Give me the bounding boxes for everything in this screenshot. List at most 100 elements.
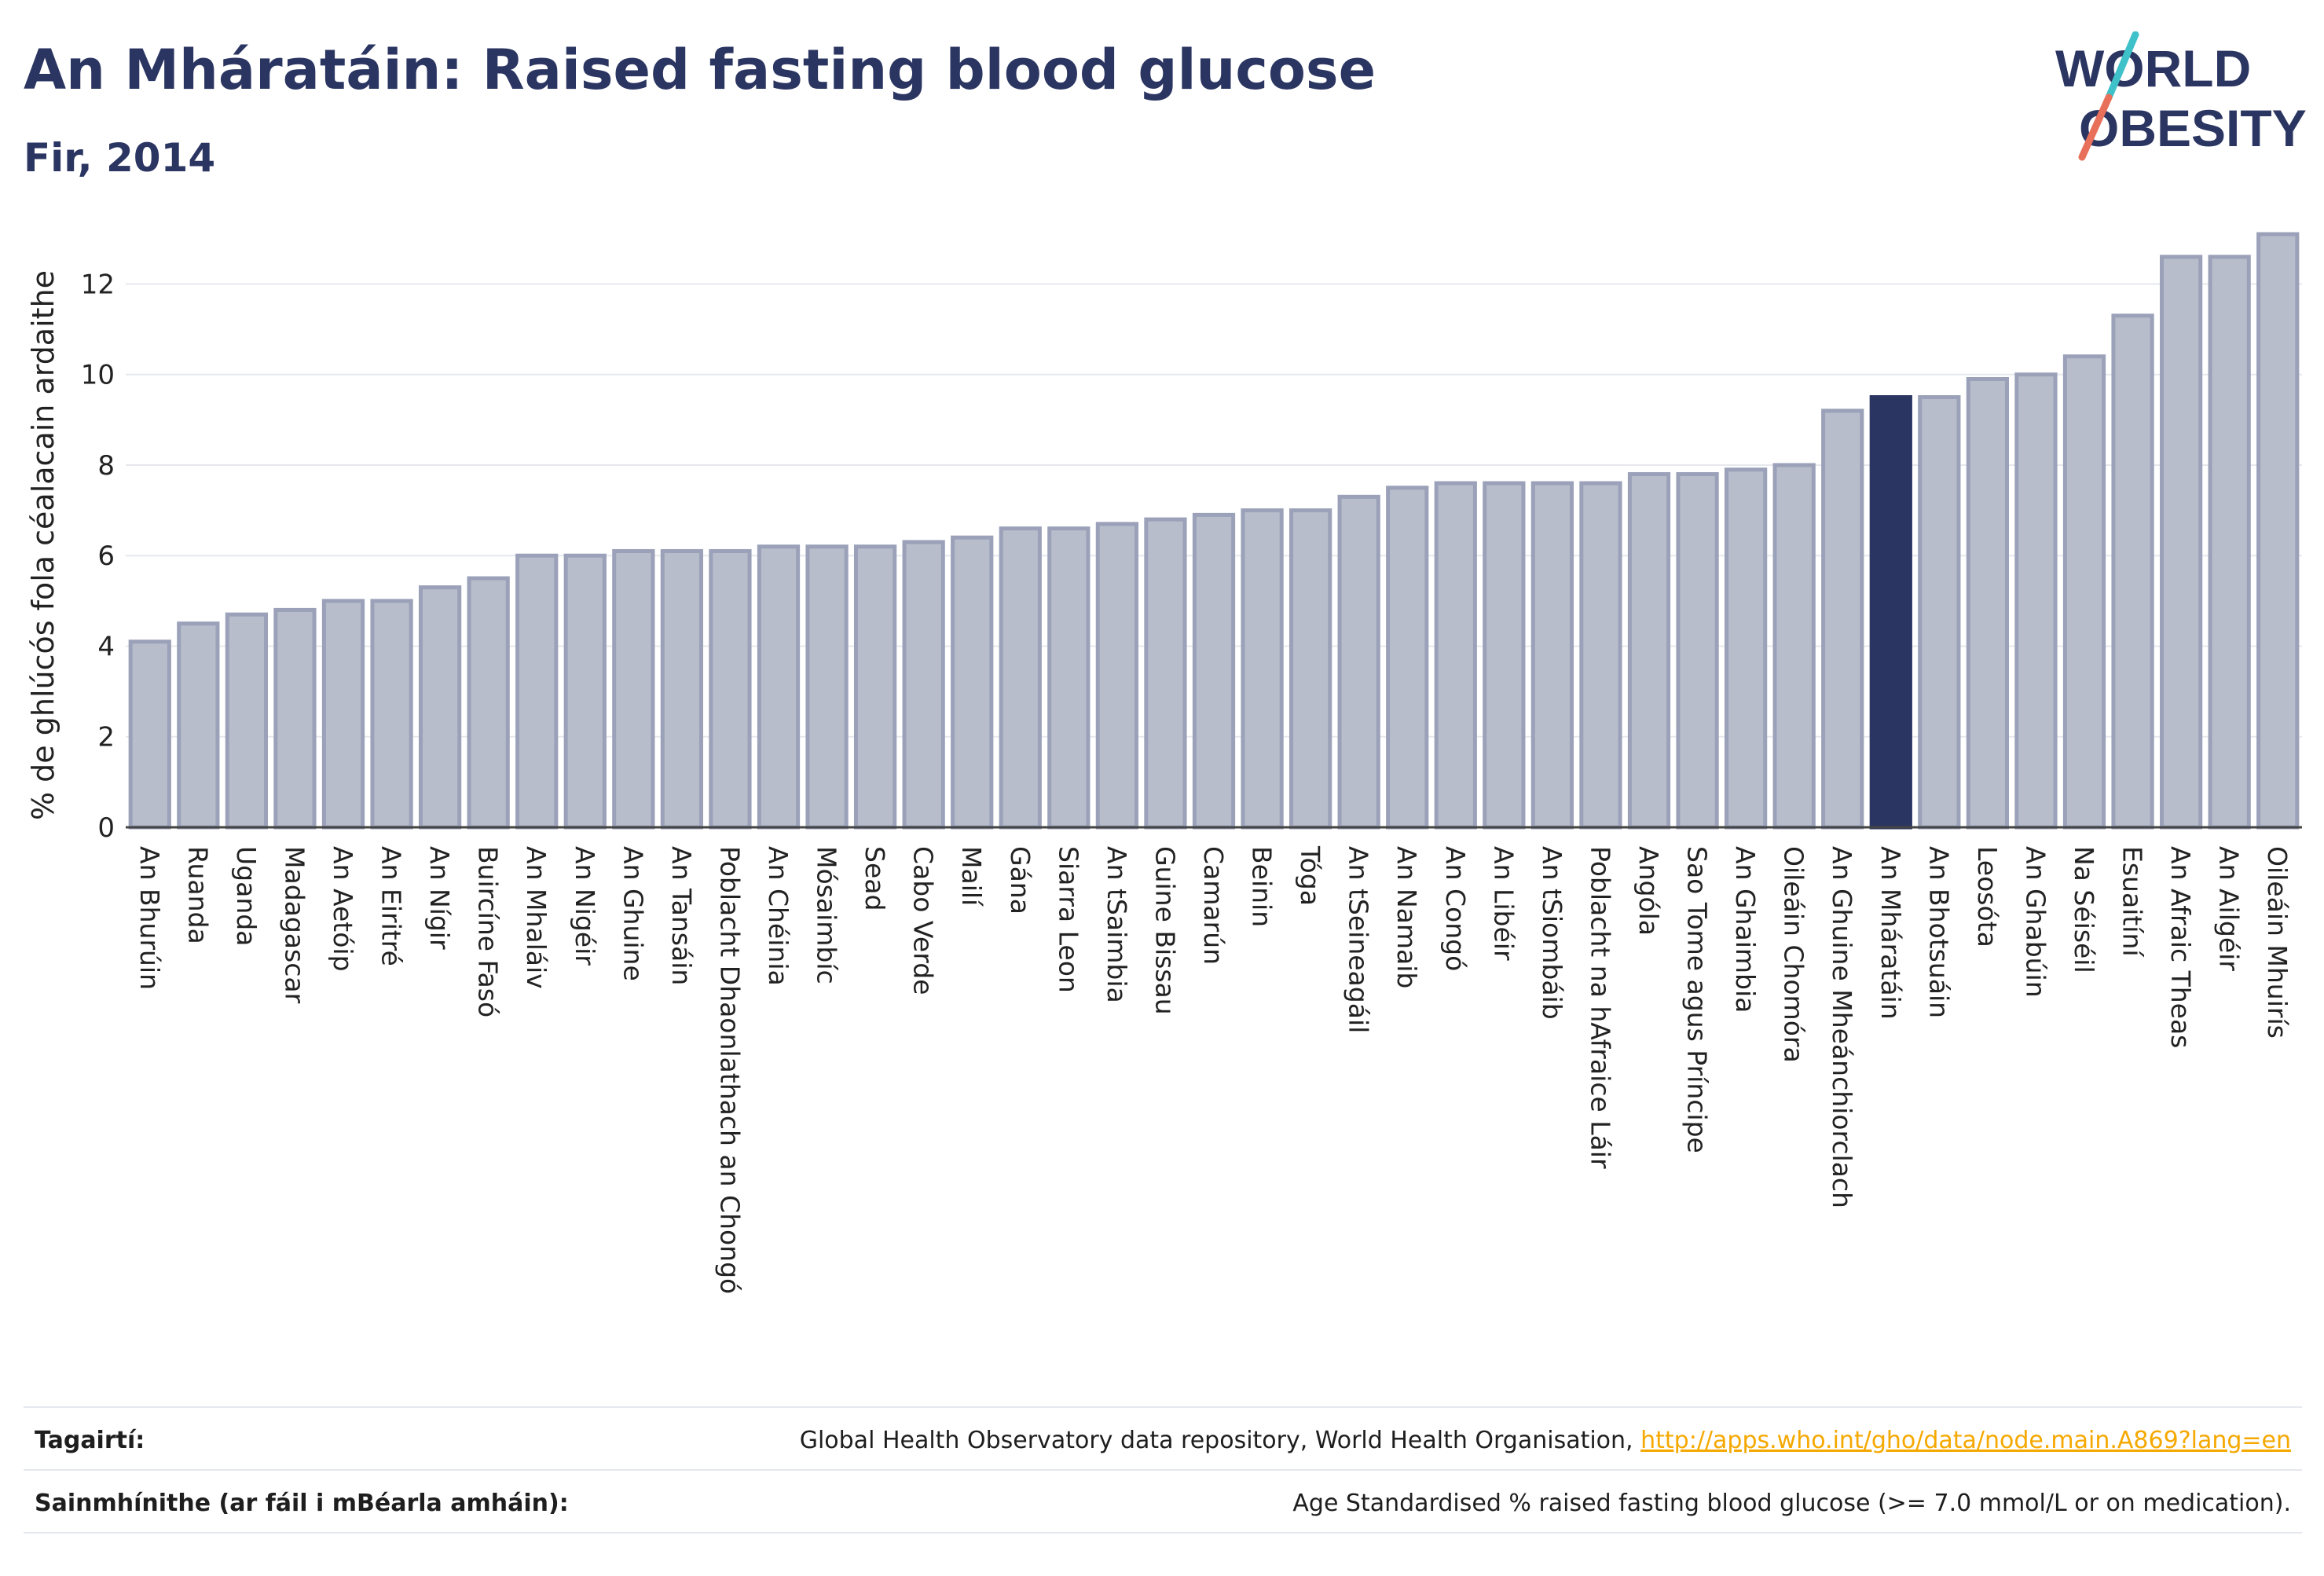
bar-39	[1966, 376, 2010, 830]
bar-8	[467, 576, 510, 830]
x-tick-label: Beinin	[1247, 846, 1277, 927]
x-tick-label: An Mháratáin	[1875, 846, 1906, 1020]
references-label: Tagairtí:	[35, 1427, 145, 1454]
x-tick-label: An Ghuine	[618, 846, 648, 981]
y-tick-label: 6	[97, 541, 115, 572]
bar-13	[709, 548, 752, 830]
references-text: Global Health Observatory data repositor…	[799, 1427, 1633, 1454]
x-tick-label: An tSiombáib	[1537, 846, 1567, 1020]
x-tick-label: An Aetóip	[328, 846, 358, 972]
bar-chart: 0 2 4 6 8 10 12 % de ghlúcós fola céalacain ard…	[26, 232, 2302, 1294]
x-tick-label: An Eiritré	[376, 846, 407, 966]
bar-37	[1869, 395, 1912, 830]
x-tick-label: Mailí	[956, 846, 987, 907]
bar-10	[563, 553, 607, 830]
bar-31	[1579, 481, 1622, 830]
logo-slash-teal	[2105, 31, 2139, 101]
bar-15	[805, 544, 849, 830]
x-tick-label: Uganda	[231, 846, 262, 946]
bar-2	[177, 621, 220, 830]
y-tick-label: 4	[97, 631, 115, 662]
bar-14	[757, 544, 801, 830]
x-tick-label: An Tansáin	[666, 846, 697, 985]
bar-12	[660, 548, 704, 830]
bar-42	[2111, 313, 2154, 830]
x-tick-label: Leosóta	[1972, 846, 2003, 947]
x-tick-label: An Bhotsuáin	[1923, 846, 1954, 1018]
x-tick-label: An Libéir	[1488, 846, 1519, 961]
x-tick-label: Madagascar	[279, 846, 310, 1004]
x-tick-label: An Nígir	[424, 846, 455, 950]
references-link[interactable]: http://apps.who.int/gho/data/node.main.A…	[1640, 1427, 2291, 1454]
definitions-label: Sainmhínithe (ar fáil i mBéarla amháin):	[35, 1490, 569, 1517]
references-value: Global Health Observatory data repositor…	[800, 1427, 2291, 1454]
world-obesity-logo: WORLD OBESITY	[2055, 31, 2307, 161]
x-tick-label: An Afraic Theas	[2165, 846, 2196, 1048]
bar-6	[370, 599, 413, 830]
bar-33	[1676, 471, 1719, 830]
x-tick-label: Oileáin Chomóra	[1779, 846, 1809, 1063]
definitions-text: Age Standardised % raised fasting blood …	[1292, 1490, 2291, 1517]
y-tick-label: 12	[81, 269, 115, 300]
y-tick-label: 10	[81, 360, 115, 391]
bar-11	[612, 548, 655, 830]
page-title: An Mháratáin: Raised fasting blood gluco…	[24, 38, 1376, 102]
y-tick-label: 0	[97, 812, 115, 844]
bar-30	[1530, 481, 1574, 830]
bar-34	[1724, 467, 1768, 830]
bar-22	[1144, 517, 1187, 830]
bar-18	[951, 535, 994, 830]
bar-20	[1047, 526, 1091, 830]
bar-26	[1337, 494, 1380, 830]
x-tick-label: Ruanda	[182, 846, 213, 944]
y-axis-label: % de ghlúcós fola céalacain ardaithe	[26, 270, 60, 820]
bar-7	[418, 585, 462, 830]
bar-38	[1918, 395, 1961, 830]
bar-36	[1821, 409, 1864, 830]
bar-4	[273, 607, 317, 830]
bar-41	[2062, 354, 2106, 830]
x-tick-label: Angóla	[1633, 846, 1664, 936]
x-tick-label: An Congó	[1440, 846, 1471, 971]
bar-17	[902, 540, 945, 830]
bar-27	[1386, 486, 1429, 830]
bar-28	[1434, 481, 1477, 830]
x-tick-label: An Ghabúin	[2020, 846, 2051, 998]
x-tick-label: Buircíne Fasó	[473, 846, 504, 1017]
bar-40	[2014, 372, 2058, 830]
bar-21	[1095, 522, 1139, 830]
x-tick-label: An Namaib	[1391, 846, 1422, 988]
x-tick-label: Poblacht Dhaonlathach an Chongó	[714, 846, 745, 1294]
x-tick-label: An Ghuine Mheánchiorclach	[1827, 846, 1857, 1208]
x-tick-label: An Nigéir	[570, 846, 600, 966]
bar-5	[321, 599, 365, 830]
bar-44	[2208, 255, 2251, 830]
bar-43	[2159, 255, 2203, 830]
x-tick-label: An Mhaláiv	[521, 846, 552, 989]
bar-16	[853, 544, 897, 830]
bar-1	[128, 640, 171, 830]
x-tick-label: Siarra Leon	[1053, 846, 1083, 993]
x-tick-label: An Chéinia	[763, 846, 794, 986]
bar-29	[1483, 481, 1526, 830]
x-tick-label: Sao Tome agus Príncipe	[1682, 846, 1713, 1153]
y-tick-label: 8	[97, 450, 115, 482]
x-tick-label: Oileáin Mhuirís	[2262, 846, 2293, 1039]
x-tick-label: Sead	[860, 846, 890, 911]
bar-3	[225, 612, 269, 830]
x-tick-label: Camarún	[1198, 846, 1229, 965]
bar-9	[515, 553, 559, 830]
bar-25	[1288, 508, 1332, 830]
x-tick-label: Tóga	[1295, 845, 1325, 906]
bar-19	[999, 526, 1042, 830]
bar-32	[1627, 471, 1671, 830]
x-tick-label: An Ghaimbia	[1730, 846, 1761, 1013]
x-tick-label: Na Séiséil	[2069, 846, 2099, 973]
x-tick-label: Cabo Verde	[908, 846, 939, 995]
x-tick-label: Mósaimbíc	[812, 846, 842, 984]
x-tick-label: An tSeineagáil	[1343, 846, 1374, 1033]
bar-24	[1241, 508, 1284, 830]
x-tick-label: Guine Bissau	[1149, 846, 1180, 1015]
bar-45	[2256, 232, 2300, 830]
logo-line2: OBESITY	[2079, 99, 2307, 157]
